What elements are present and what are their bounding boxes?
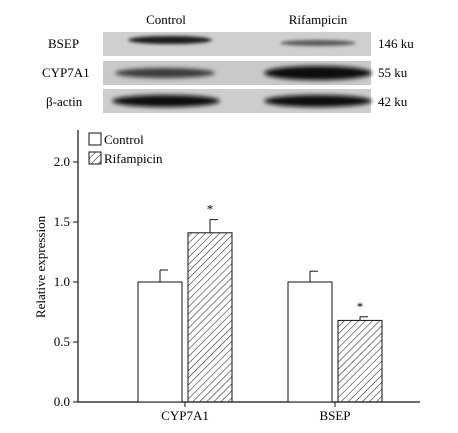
- bar-chart: Relative expression 0.0 0.5 1.0 1.5 2.0 CYP7A…: [33, 130, 420, 423]
- legend-label-rifampicin: Rifampicin: [104, 151, 163, 166]
- blot-size-label: 146 ku: [378, 36, 414, 51]
- y-tick-label: 0.5: [54, 334, 70, 349]
- blot-column-control: Control: [146, 12, 186, 27]
- x-tick-label: CYP7A1: [161, 408, 209, 423]
- y-tick-label: 1.0: [54, 274, 70, 289]
- blot-size-label: 42 ku: [378, 94, 408, 109]
- western-blot: Control Rifampicin BSEP 146 ku CYP7A1 55…: [42, 12, 414, 113]
- legend: Control Rifampicin: [88, 132, 163, 166]
- blot-band-control: [128, 36, 212, 44]
- bar-control: [137, 281, 183, 403]
- blot-row-beta-actin: β-actin 42 ku: [46, 89, 408, 113]
- blot-size-label: 55 ku: [378, 65, 408, 80]
- blot-row-cyp7a1: CYP7A1 55 ku: [42, 61, 408, 85]
- blot-band-control: [112, 95, 220, 107]
- significance-marker: *: [207, 202, 214, 217]
- y-axis-label: Relative expression: [33, 215, 48, 318]
- blot-band-rifampicin: [264, 66, 372, 80]
- chart-layer: 0.0 0.5 1.0 1.5 2.0 CYP7A1 BSEP * *: [54, 130, 420, 423]
- blot-row-bsep: BSEP 146 ku: [48, 32, 414, 56]
- legend-swatch-rifampicin: [88, 151, 102, 165]
- y-tick-label: 0.0: [54, 394, 70, 409]
- y-tick-label: 2.0: [54, 154, 70, 169]
- blot-band-rifampicin: [280, 40, 356, 46]
- x-tick-label: BSEP: [319, 408, 350, 423]
- blot-protein-label: CYP7A1: [42, 65, 90, 80]
- bar-control: [287, 281, 333, 403]
- blot-band-rifampicin: [264, 95, 372, 107]
- bar-rifampicin: [337, 319, 383, 403]
- blot-protein-label: BSEP: [48, 36, 79, 51]
- blot-column-rifampicin: Rifampicin: [289, 12, 348, 27]
- blot-band-control: [115, 68, 215, 78]
- significance-marker: *: [357, 299, 364, 314]
- bar-rifampicin: [187, 232, 233, 403]
- legend-swatch-control: [88, 132, 102, 146]
- legend-label-control: Control: [104, 132, 144, 147]
- y-tick-label: 1.5: [54, 214, 70, 229]
- blot-protein-label: β-actin: [46, 94, 83, 109]
